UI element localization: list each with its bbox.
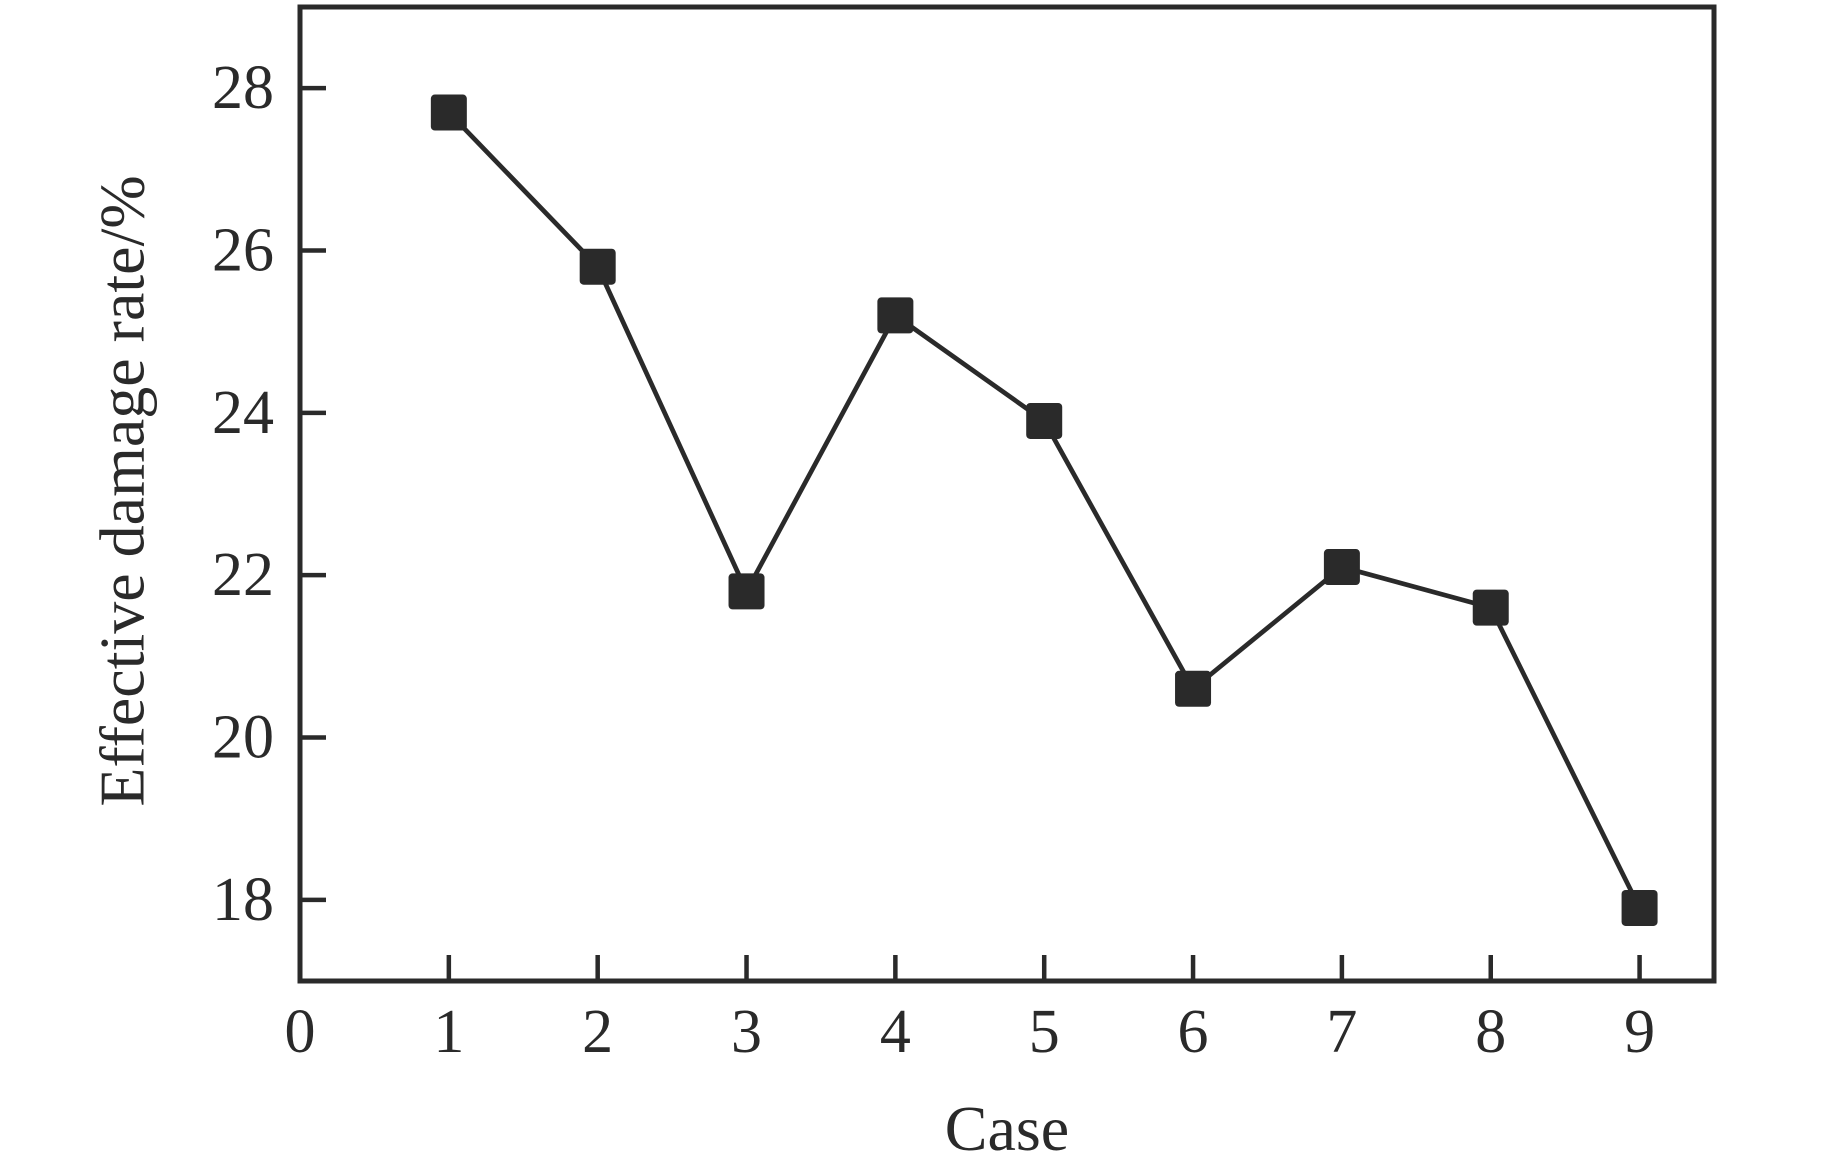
plot-area: 0 1 2 3 4 5 6 7 8 9 18 20 22 24 26 28 — [212, 4, 1717, 1066]
x-tick-label-4: 4 — [880, 998, 911, 1066]
x-tick-label-5: 5 — [1029, 998, 1060, 1066]
data-point-case-5 — [1026, 402, 1063, 439]
x-tick-label-2: 2 — [582, 998, 613, 1066]
data-point-case-7 — [1323, 549, 1360, 586]
data-point-case-1 — [430, 94, 467, 131]
y-tick-label-26: 26 — [212, 217, 274, 285]
x-tick-label-3: 3 — [731, 998, 762, 1066]
y-tick-label-20: 20 — [212, 704, 274, 772]
y-tick-label-24: 24 — [212, 379, 274, 447]
data-point-case-3 — [728, 573, 765, 610]
x-tick-label-6: 6 — [1178, 998, 1209, 1066]
data-line-effective-damage-rate — [447, 110, 1642, 909]
y-axis-label: Effective damage rate/% — [87, 175, 158, 806]
y-tick-label-28: 28 — [212, 54, 274, 122]
x-axis-label: Case — [945, 1093, 1069, 1164]
data-point-case-4 — [877, 297, 914, 334]
data-point-case-6 — [1175, 670, 1212, 707]
data-point-case-8 — [1472, 589, 1509, 626]
y-tick-label-18: 18 — [212, 866, 274, 934]
x-tick-label-1: 1 — [433, 998, 464, 1066]
x-tick-label-0: 0 — [285, 998, 316, 1066]
x-tick-label-7: 7 — [1326, 998, 1357, 1066]
y-tick-label-22: 22 — [212, 541, 274, 609]
x-tick-label-8: 8 — [1475, 998, 1506, 1066]
x-tick-label-9: 9 — [1624, 998, 1655, 1066]
data-point-case-9 — [1621, 889, 1658, 926]
data-point-case-2 — [579, 248, 616, 285]
plot-border — [297, 4, 1717, 984]
